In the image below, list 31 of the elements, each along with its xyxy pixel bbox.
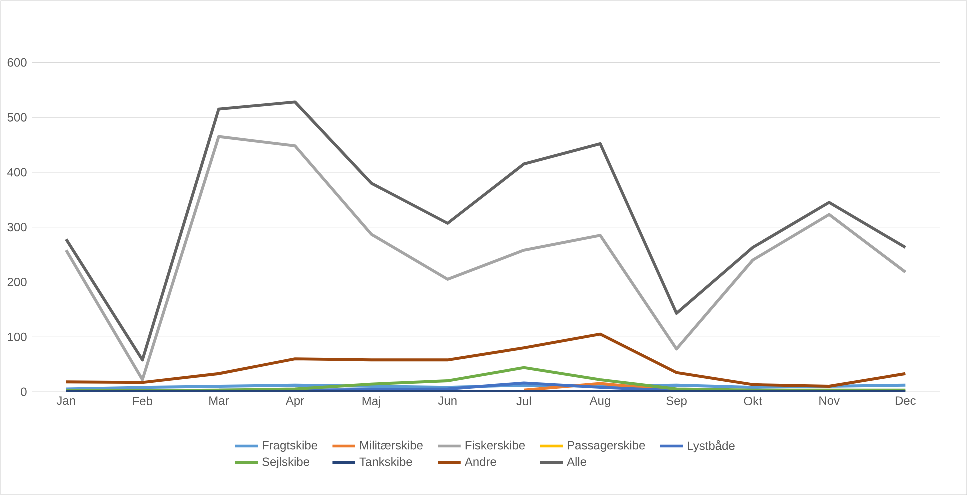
line-series [64, 332, 908, 388]
legend-label: Tankskibe [360, 457, 412, 466]
x-tick-label: Sep [666, 396, 687, 408]
x-tick-label: Okt [744, 396, 762, 406]
legend-label: Sejlskibe [262, 457, 310, 469]
x-tick-label: Aug [590, 396, 610, 408]
x-tick-label: Jan [56, 396, 76, 406]
y-tick-label: 100 [8, 332, 27, 342]
legend-label: Fragtskibe [263, 440, 318, 452]
legend-label: Militærskibe [360, 440, 423, 450]
y-tick-label: 200 [8, 278, 27, 286]
legend-label: Passagerskibe [568, 440, 646, 452]
x-tick-label: Jul [516, 396, 532, 406]
x-tick-label: Maj [362, 396, 380, 408]
y-tick-label: 300 [8, 223, 27, 232]
x-tick-label: Apr [286, 396, 304, 408]
x-tick-label: Nov [820, 396, 840, 406]
y-tick-label: 400 [8, 168, 27, 177]
y-tick-label: 600 [8, 58, 27, 67]
x-tick-label: Feb [133, 396, 152, 406]
legend-label: Fiskerskibe [466, 440, 526, 450]
y-tick-label: 0 [21, 388, 27, 396]
x-tick-label: Dec [896, 396, 916, 406]
y-tick-label: 500 [8, 113, 27, 122]
legend-label: Lystbåde [688, 440, 735, 453]
x-tick-label: Jun [438, 396, 457, 406]
line-series [64, 135, 908, 382]
legend-label: Andre [464, 457, 496, 466]
x-tick-label: Mar [210, 396, 230, 406]
line-series [64, 100, 908, 362]
legend-label: Alle [567, 457, 586, 466]
